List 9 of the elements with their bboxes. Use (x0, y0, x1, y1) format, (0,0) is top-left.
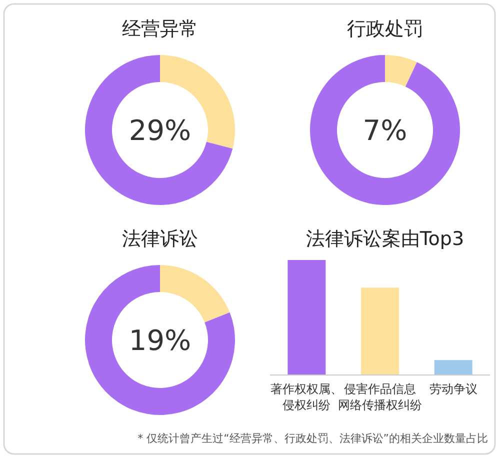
text: 29% (128, 114, 192, 147)
chart-title: 法律诉讼案由Top3 (306, 228, 464, 250)
chart-title: 行政处罚 (347, 18, 423, 40)
text: * 仅统计曾产生过“经营异常、行政处罚、法律诉讼”的相关企业数量占比 (138, 432, 488, 445)
chart-title: 经营异常 (122, 18, 198, 40)
text: 19% (128, 324, 192, 357)
chart-title: 法律诉讼 (122, 228, 198, 250)
x-tick-label: 劳动争议 (429, 382, 478, 396)
text: 7% (362, 114, 408, 147)
